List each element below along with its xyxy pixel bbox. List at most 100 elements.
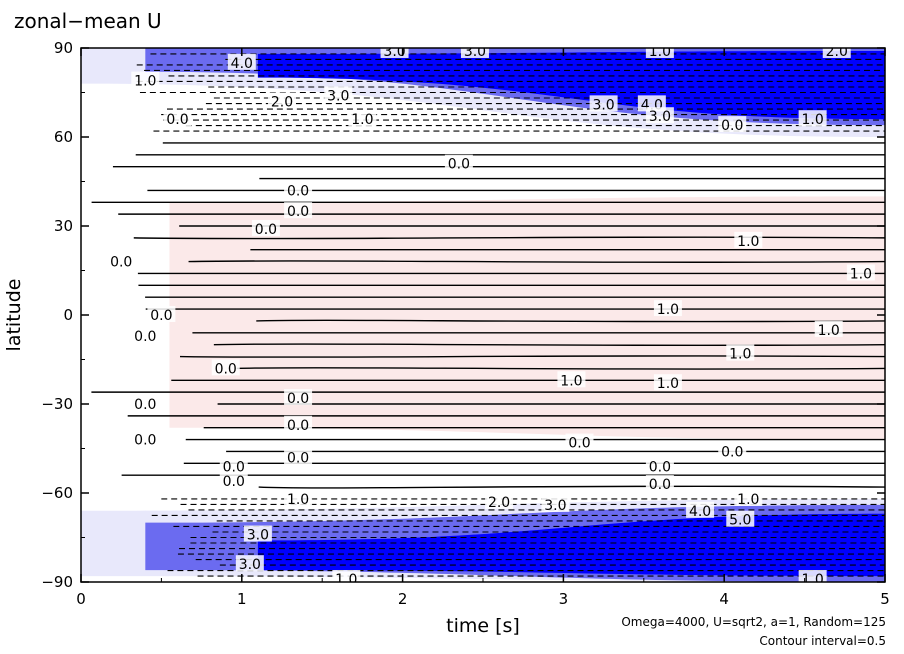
- contour-label: 3.0: [247, 528, 269, 544]
- contour-line: [258, 485, 885, 489]
- contour-label-background: [645, 475, 674, 492]
- contour-label: 0.0: [223, 459, 245, 475]
- contour-label: 1.0: [737, 234, 759, 250]
- contour-label-background: [147, 306, 176, 322]
- x-axis: 0 1 2 3 4 5: [76, 48, 890, 608]
- y-tick-label: 30: [54, 217, 73, 235]
- contour-label-background: [163, 110, 192, 127]
- contour-label-background: [460, 48, 489, 58]
- contour-label: 1.0: [850, 266, 872, 282]
- x-tick-label: 1: [237, 590, 247, 608]
- y-tick-label: 0: [63, 306, 73, 324]
- contour-label: 0.0: [448, 157, 470, 173]
- contour-label: 1.0: [335, 572, 357, 588]
- contour-label-background: [565, 433, 594, 450]
- contour-label-background: [243, 525, 272, 542]
- contour-line: [91, 391, 885, 394]
- contour-label-background: [211, 359, 240, 376]
- contour-label: 0.0: [134, 433, 156, 449]
- contour-label-background: [219, 472, 248, 489]
- contour-label-background: [107, 252, 136, 269]
- y-tick-label: 90: [54, 39, 73, 57]
- contour-label: 3.0: [239, 557, 261, 573]
- contour-label-background: [284, 389, 313, 406]
- contour-label: 0.0: [223, 474, 245, 490]
- chart-title: zonal−mean U: [14, 9, 162, 33]
- contour-label: 1.0: [729, 347, 751, 363]
- contour-label-background: [645, 48, 674, 58]
- y-tick-label: 60: [54, 128, 73, 146]
- contour-line: [203, 426, 885, 429]
- contour-label: 1.0: [560, 373, 582, 389]
- x-axis-title: time [s]: [446, 615, 520, 637]
- contour-label: 1.0: [657, 302, 679, 318]
- contour-label: 4.0: [689, 504, 711, 520]
- contour-label-background: [653, 300, 682, 317]
- contour-label: 2.0: [271, 94, 293, 110]
- y-tick-label: −90: [41, 573, 73, 591]
- contour-label-background: [718, 442, 747, 459]
- contour-label-background: [444, 154, 473, 171]
- positive-region: [169, 196, 885, 440]
- contour-label: 3.0: [327, 88, 349, 104]
- contour-line: [121, 474, 885, 477]
- contour-label-background: [131, 430, 160, 447]
- contour-line: [91, 200, 885, 204]
- north-jet-core: [257, 50, 885, 120]
- contour-label: 0.0: [649, 477, 671, 493]
- contour-label-background: [726, 510, 755, 527]
- contour-label: 3.0: [464, 44, 486, 60]
- contour-label: 1.0: [657, 376, 679, 392]
- contour-label-background: [726, 344, 755, 361]
- contour-label-background: [734, 489, 763, 506]
- contour-label: 3.0: [592, 97, 614, 113]
- contour-line: [183, 462, 885, 465]
- contour-label-background: [131, 326, 160, 343]
- contour-labels: 3.0 3.0 1.0 2.0 1.0 4.0 2.0 3.0 3.0 4.0 3.0 1.0 1.0 0…: [107, 44, 875, 588]
- y-tick-label: −30: [41, 395, 73, 413]
- contour-label: 3.0: [544, 498, 566, 514]
- contour-label-background: [798, 110, 827, 127]
- x-tick-label: 3: [559, 590, 569, 608]
- contour-label: 0.0: [134, 397, 156, 413]
- contour-label: 1.0: [802, 112, 824, 128]
- contour-label: 0.0: [287, 204, 309, 220]
- contour-label-background: [227, 53, 256, 70]
- contour-label: 0.0: [287, 391, 309, 407]
- contour-label-background: [348, 110, 377, 127]
- contour-label: 5.0: [729, 513, 751, 529]
- contour-label: 0.0: [287, 183, 309, 199]
- contour-line: [185, 438, 885, 441]
- contour-line: [256, 319, 885, 323]
- contour-label-background: [653, 374, 682, 391]
- contour-label-background: [131, 395, 160, 411]
- contour-label: 0.0: [166, 112, 188, 128]
- contour-label-background: [251, 219, 280, 236]
- contour-label-background: [645, 457, 674, 474]
- contour-line: [236, 366, 885, 370]
- contour-line: [138, 284, 885, 287]
- contour-label-background: [219, 457, 248, 474]
- contour-label-background: [734, 231, 763, 248]
- contour-label-background: [284, 181, 313, 198]
- contour-label: 0.0: [110, 255, 132, 271]
- contour-label: 0.0: [649, 459, 671, 475]
- contour-label-background: [589, 95, 618, 112]
- contour-line: [250, 248, 885, 251]
- contour-label: 0.0: [287, 450, 309, 466]
- contour-label-background: [324, 86, 353, 103]
- run-parameters-note: Omega=4000, U=sqrt2, a=1, Random=125: [621, 615, 886, 629]
- x-tick-label: 0: [76, 590, 86, 608]
- contour-label-background: [235, 555, 264, 572]
- plot-area: 3.0 3.0 1.0 2.0 1.0 4.0 2.0 3.0 3.0 4.0 3.0 1.0 1.0 0…: [81, 44, 885, 588]
- contour-label-background: [798, 570, 827, 582]
- contour-label-background: [332, 570, 361, 582]
- contour-label-background: [686, 501, 715, 518]
- contour-label: 0.0: [255, 222, 277, 238]
- contour-label: 4.0: [231, 56, 253, 72]
- y-axis: −90 −60 −30 0 30 60 90: [41, 39, 885, 591]
- contour-label-background: [380, 48, 409, 58]
- contour-label: 2.0: [488, 495, 510, 511]
- y-tick-label: −60: [41, 484, 73, 502]
